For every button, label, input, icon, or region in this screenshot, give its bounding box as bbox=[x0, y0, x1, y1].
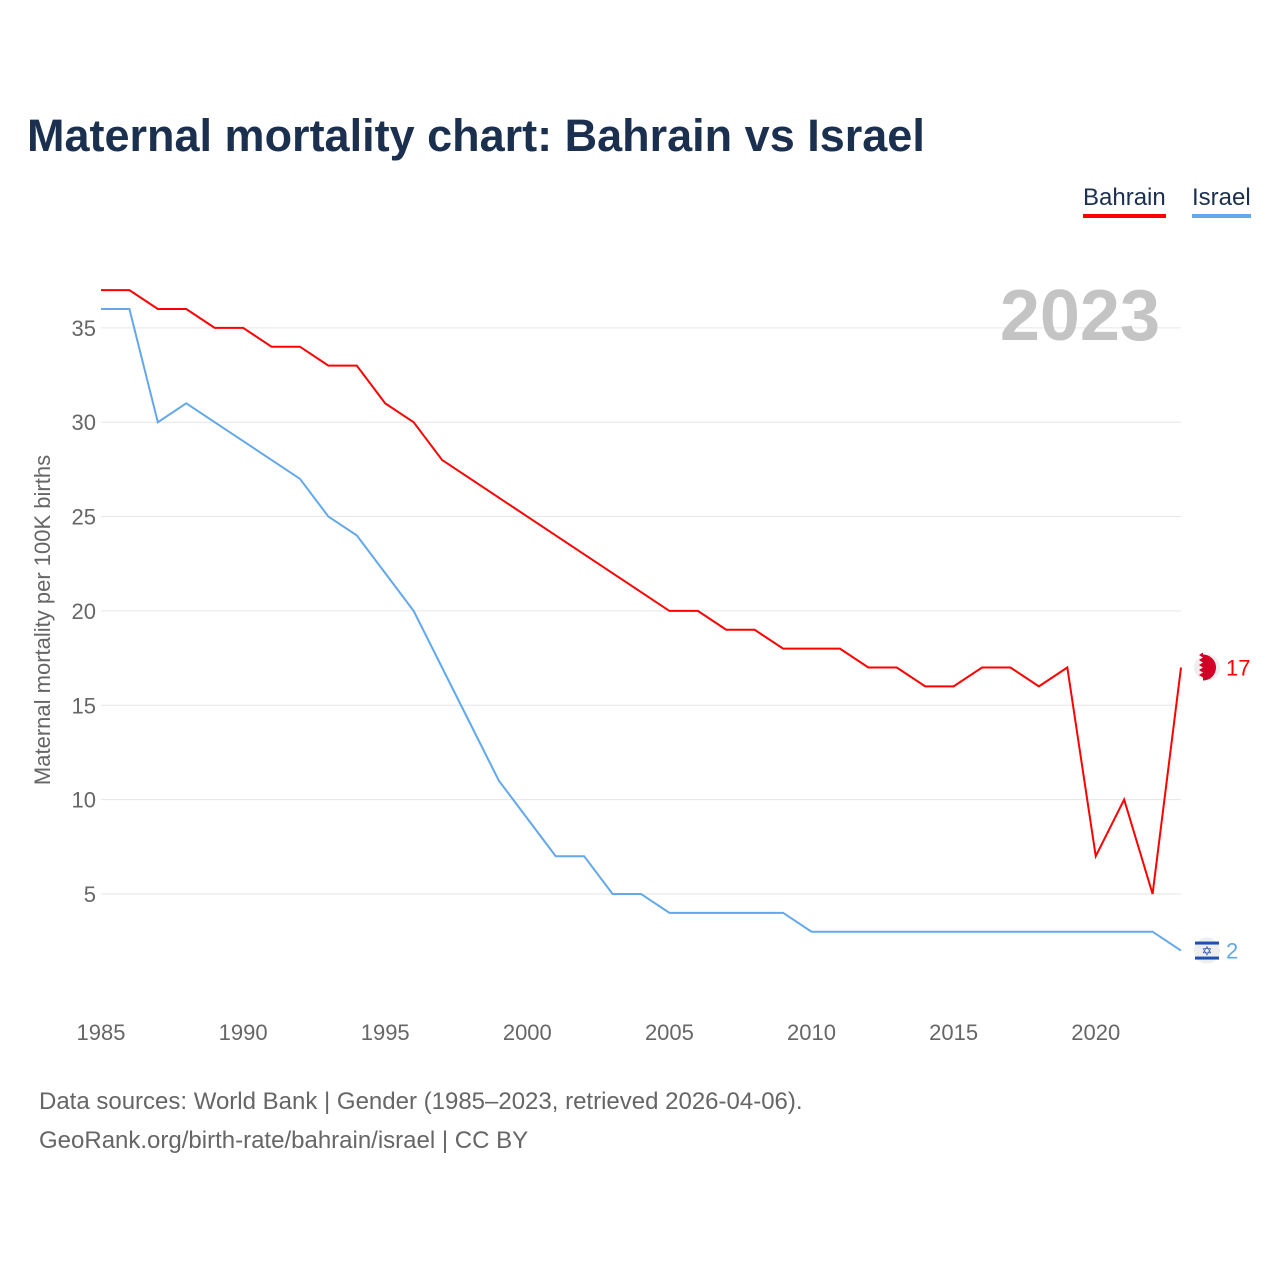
x-tick-label: 1990 bbox=[219, 1020, 268, 1045]
footer-sources: Data sources: World Bank | Gender (1985–… bbox=[39, 1088, 803, 1115]
israel-flag-stripe bbox=[1195, 941, 1219, 945]
x-tick-label: 2005 bbox=[645, 1020, 694, 1045]
end-value-label: 17 bbox=[1226, 656, 1250, 681]
series-line-israel bbox=[101, 307, 1182, 952]
y-tick-label: 20 bbox=[72, 599, 96, 624]
x-tick-label: 1995 bbox=[361, 1020, 410, 1045]
israel-flag-stripe bbox=[1195, 956, 1219, 960]
x-tick-label: 2010 bbox=[787, 1020, 836, 1045]
x-tick-label: 1985 bbox=[77, 1020, 126, 1045]
y-tick-label: 30 bbox=[72, 410, 96, 435]
y-tick-label: 35 bbox=[72, 316, 96, 341]
legend-israel[interactable]: Israel bbox=[1192, 184, 1251, 218]
chart-title: Maternal mortality chart: Bahrain vs Isr… bbox=[27, 110, 925, 161]
y-tick-label: 15 bbox=[72, 693, 96, 718]
series-line-bahrain bbox=[101, 289, 1182, 895]
y-tick-label: 25 bbox=[72, 505, 96, 530]
footer-link[interactable]: GeoRank.org/birth-rate/bahrain/israel | … bbox=[39, 1127, 529, 1154]
x-tick-label: 2015 bbox=[929, 1020, 978, 1045]
year-watermark: 2023 bbox=[1000, 276, 1160, 356]
y-tick-label: 10 bbox=[72, 788, 96, 813]
bahrain-flag-red bbox=[1199, 652, 1217, 681]
legend-bahrain[interactable]: Bahrain bbox=[1083, 184, 1166, 218]
end-value-label: 2 bbox=[1226, 939, 1238, 964]
y-axis-label: Maternal mortality per 100K births bbox=[30, 455, 55, 785]
x-tick-label: 2000 bbox=[503, 1020, 552, 1045]
x-tick-label: 2020 bbox=[1071, 1020, 1120, 1045]
y-tick-label: 5 bbox=[84, 882, 96, 907]
star-of-david-icon: ✡ bbox=[1202, 945, 1213, 960]
